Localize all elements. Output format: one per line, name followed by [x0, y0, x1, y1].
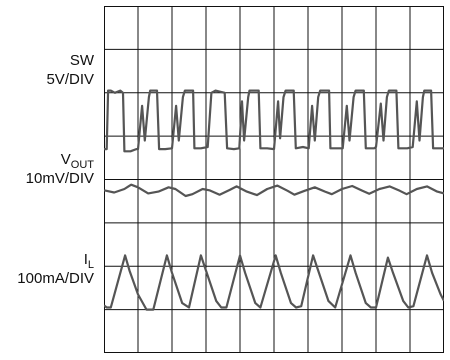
vout-channel-subscript: OUT — [70, 159, 94, 171]
vout-channel-label: VOUT 10mV/DIV — [26, 150, 94, 188]
oscilloscope-grid — [104, 6, 444, 353]
vout-channel-scale: 10mV/DIV — [25, 170, 94, 187]
sw-channel-scale: 5V/DIV — [46, 71, 94, 88]
il-trace — [104, 254, 444, 311]
vout-trace — [104, 183, 444, 198]
sw-channel-name: SW — [69, 52, 94, 69]
sw-trace — [104, 89, 444, 153]
vout-channel-name: V — [60, 151, 71, 168]
il-channel-name: I — [83, 251, 88, 268]
il-channel-subscript: L — [87, 259, 94, 271]
waveform-traces — [104, 89, 444, 311]
il-channel-label: IL 100mA/DIV — [17, 250, 94, 288]
il-channel-scale: 100mA/DIV — [17, 270, 94, 287]
sw-channel-label: SW 5V/DIV — [46, 51, 94, 89]
